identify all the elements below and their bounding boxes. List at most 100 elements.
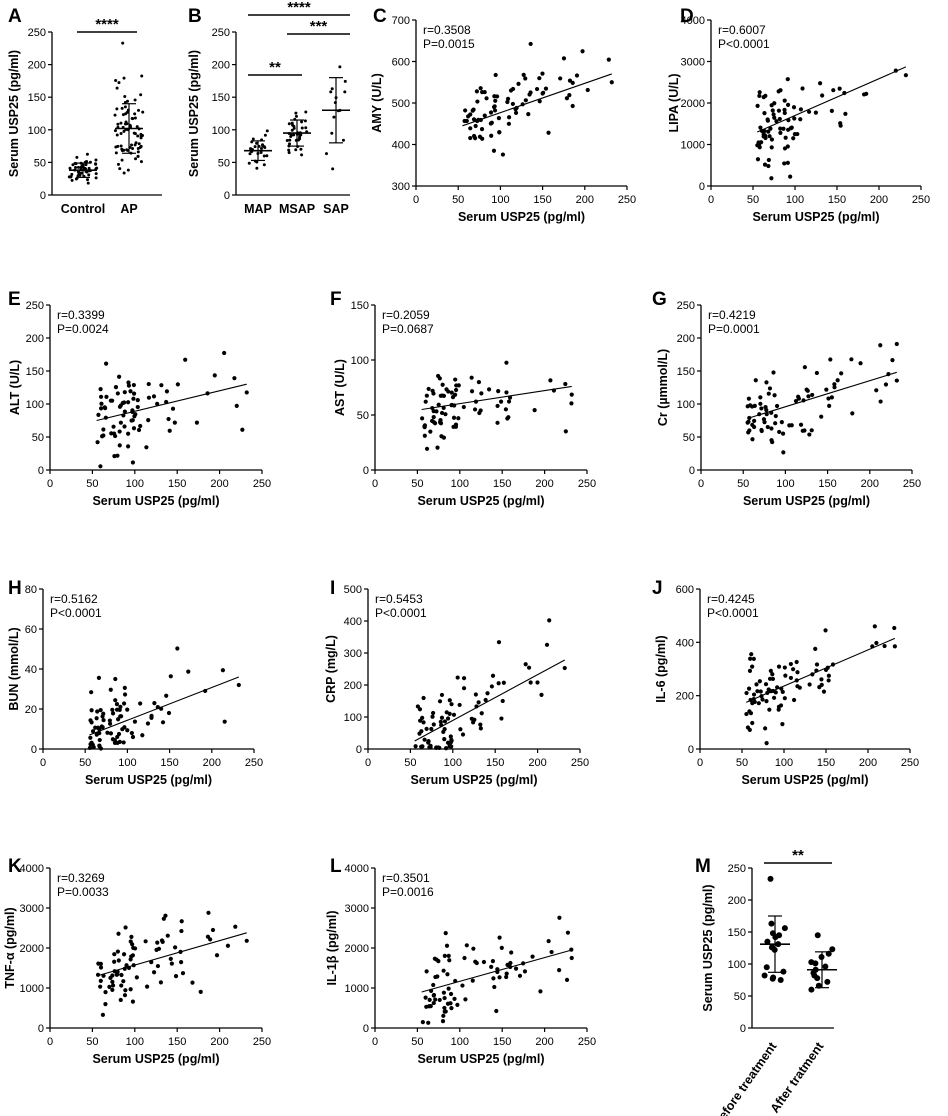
data-point xyxy=(813,110,818,115)
data-point xyxy=(771,695,777,700)
data-point xyxy=(769,137,775,142)
data-point xyxy=(495,403,500,409)
x-tick-label: 0 xyxy=(372,1036,378,1048)
data-point xyxy=(570,103,575,109)
data-point xyxy=(788,174,793,179)
data-point xyxy=(506,121,512,126)
data-point xyxy=(87,745,93,750)
data-point xyxy=(497,130,502,135)
data-point xyxy=(478,722,483,727)
x-axis-title: Serum USP25 (pg/ml) xyxy=(752,210,879,224)
panel-i: 0 100 200 300 400 500 0 50 100 150 200 250 Serum USP… xyxy=(324,578,589,787)
x-tick-label: 150 xyxy=(493,1036,511,1048)
data-point xyxy=(180,971,186,976)
data-point xyxy=(179,928,184,934)
data-point xyxy=(442,953,447,958)
regression-line xyxy=(462,73,612,127)
correlation-r: r=0.3269 xyxy=(57,871,105,885)
data-point xyxy=(463,997,468,1002)
y-tick-label: 3000 xyxy=(20,903,44,915)
y-axis-title: AST (U/L) xyxy=(333,359,347,416)
panel-letter: F xyxy=(330,289,342,310)
data-point xyxy=(98,984,103,989)
y-tick-label: 250 xyxy=(677,300,695,312)
data-point xyxy=(759,406,764,411)
x-tick-label: 250 xyxy=(578,1036,596,1048)
category-label: SAP xyxy=(323,202,349,216)
data-point xyxy=(763,726,768,731)
data-point xyxy=(513,966,519,971)
data-point xyxy=(292,133,296,137)
data-point xyxy=(802,365,807,370)
data-point xyxy=(757,679,762,684)
x-axis-title: Serum USP25 (pg/ml) xyxy=(410,773,537,787)
y-axis-title: IL-6 (pg/ml) xyxy=(654,635,668,702)
data-point xyxy=(429,726,434,732)
data-point xyxy=(773,690,778,695)
y-tick-label: 150 xyxy=(26,366,44,378)
x-tick-label: 200 xyxy=(528,757,546,769)
x-tick-label: 150 xyxy=(168,478,186,490)
data-point xyxy=(770,108,775,113)
data-point xyxy=(810,392,815,398)
data-point xyxy=(87,166,91,170)
data-point xyxy=(832,385,837,390)
data-point xyxy=(872,624,877,629)
data-point xyxy=(496,389,501,394)
data-point xyxy=(434,745,439,750)
data-point xyxy=(431,982,436,988)
data-point xyxy=(564,977,570,982)
y-tick-label: 200 xyxy=(26,333,44,345)
data-point xyxy=(767,386,773,391)
correlation-r: r=0.3399 xyxy=(57,308,105,322)
data-point xyxy=(569,392,574,397)
y-axis-title: ALT (U/L) xyxy=(8,360,22,415)
data-point xyxy=(773,413,778,419)
data-point xyxy=(447,711,452,716)
data-point xyxy=(98,406,104,411)
x-tick-label: 100 xyxy=(451,478,469,490)
data-point xyxy=(788,126,793,131)
data-point xyxy=(421,720,426,725)
y-tick-label: 100 xyxy=(212,125,230,137)
data-point xyxy=(104,394,109,399)
data-point xyxy=(420,715,425,720)
data-point xyxy=(338,65,342,69)
data-point xyxy=(540,71,545,76)
data-point xyxy=(143,939,148,944)
data-point xyxy=(121,979,126,984)
data-point xyxy=(300,126,304,130)
data-point xyxy=(557,915,562,920)
data-point xyxy=(151,394,157,399)
data-point xyxy=(544,642,550,647)
data-point xyxy=(74,165,78,169)
data-point xyxy=(100,1012,106,1017)
data-point xyxy=(287,151,291,155)
data-point xyxy=(777,116,782,122)
data-point xyxy=(777,429,782,435)
data-point xyxy=(103,406,108,411)
data-point xyxy=(489,133,494,138)
data-point xyxy=(443,1009,448,1014)
data-point xyxy=(755,157,761,162)
data-point xyxy=(548,378,553,383)
data-point xyxy=(448,734,453,739)
data-point xyxy=(422,425,427,430)
data-point xyxy=(172,420,177,425)
data-point xyxy=(116,731,122,737)
data-point xyxy=(496,681,501,686)
data-point xyxy=(439,410,445,416)
data-point xyxy=(849,357,854,362)
data-point xyxy=(486,387,492,392)
x-tick-label: 100 xyxy=(118,757,136,769)
data-point xyxy=(497,935,502,940)
data-point xyxy=(261,144,265,148)
data-point xyxy=(521,72,526,77)
data-point xyxy=(288,138,292,142)
data-point xyxy=(160,720,166,725)
data-point xyxy=(329,90,333,94)
data-point xyxy=(442,1005,447,1011)
y-tick-label: 200 xyxy=(344,680,362,692)
data-point xyxy=(441,1013,446,1018)
data-point xyxy=(115,949,120,954)
